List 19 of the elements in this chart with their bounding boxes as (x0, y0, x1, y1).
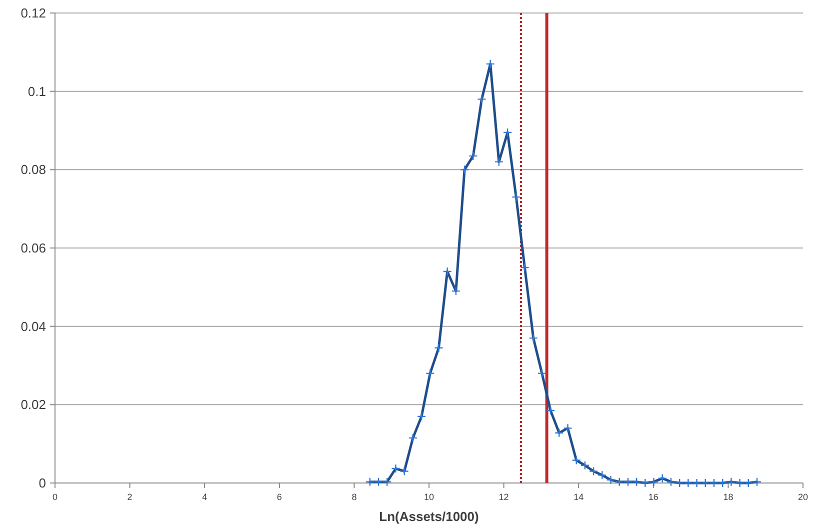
y-tick-label: 0 (38, 476, 46, 491)
x-tick-label: 4 (202, 492, 208, 502)
x-tick-label: 6 (276, 492, 282, 502)
y-tick-label: 0.12 (20, 6, 46, 21)
x-tick-label: 20 (798, 492, 808, 502)
x-tick-label: 0 (52, 492, 58, 502)
x-tick-label: 2 (127, 492, 132, 502)
y-tick-label: 0.02 (20, 397, 46, 412)
x-axis-title: Ln(Assets/1000) (379, 509, 479, 524)
x-tick-label: 10 (424, 492, 434, 502)
x-tick-label: 12 (498, 492, 509, 502)
y-tick-label: 0.06 (20, 240, 46, 256)
y-tick-label: 0.08 (20, 162, 46, 178)
x-tick-label: 8 (352, 492, 357, 502)
x-tick-label: 16 (648, 492, 658, 502)
x-tick-label: 14 (574, 492, 584, 502)
x-tick-label: 18 (723, 492, 734, 502)
y-tick-label: 0.04 (20, 318, 46, 334)
y-tick-label: 0.1 (28, 84, 46, 99)
